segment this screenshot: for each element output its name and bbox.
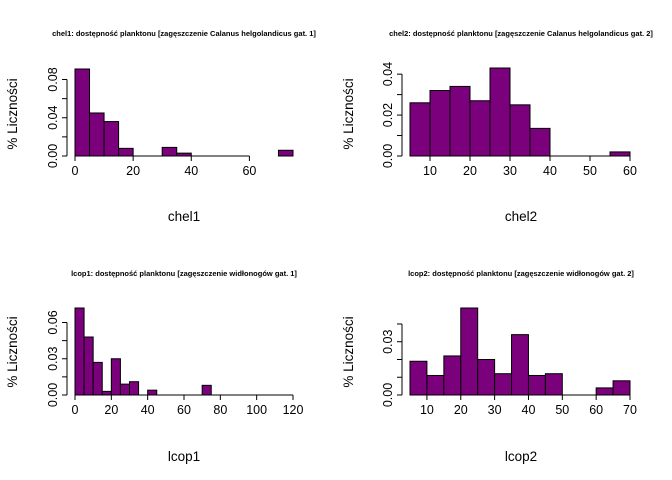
x-axis-label: chel1 [168, 209, 200, 224]
x-tick-label: 50 [583, 164, 597, 178]
bars [74, 307, 212, 396]
histogram-bar [460, 307, 479, 396]
x-tick-label: 10 [423, 164, 437, 178]
histogram-bar [527, 374, 546, 396]
histogram-bar [494, 373, 513, 396]
histogram-bar [147, 389, 158, 396]
x-tick-label: 20 [463, 164, 477, 178]
x-tick-label: 0 [72, 164, 79, 178]
histogram-bar [609, 151, 631, 157]
bars [409, 307, 631, 396]
x-tick-label: 60 [589, 403, 603, 417]
y-axis-label: % Liczności [5, 316, 20, 387]
x-tick-label: 20 [454, 403, 468, 417]
x-tick-label: 40 [543, 164, 557, 178]
histogram-bar [74, 307, 85, 396]
histogram-bar [201, 384, 212, 396]
x-tick-label: 0 [72, 403, 79, 417]
histogram-bar [429, 90, 451, 157]
x-tick-label: 100 [246, 403, 267, 417]
x-axis: 10 20 30 40 50 60 70 [420, 394, 637, 417]
x-tick-label: 20 [104, 403, 118, 417]
y-tick-label: 0.08 [46, 67, 60, 91]
panel-title: lcop2: dostępność planktonu [zagęszczeni… [408, 269, 634, 278]
y-axis: 0.00 0.03 0.06 [46, 310, 68, 407]
x-tick-label: 120 [283, 403, 304, 417]
panel-chel1: chel1: dostępność planktonu [zagęszczeni… [5, 29, 316, 224]
histogram-bar [83, 336, 94, 396]
x-axis-label: chel2 [505, 209, 537, 224]
histogram-bar [92, 361, 103, 396]
y-tick-label: 0.00 [46, 144, 60, 168]
histogram-bar [489, 67, 511, 157]
x-axis-label: lcop1 [168, 449, 200, 464]
y-axis: 0.00 0.02 0.04 [381, 62, 403, 168]
histogram-bar [544, 373, 563, 396]
histogram-bar [511, 334, 529, 396]
y-axis-label: % Liczności [341, 316, 356, 387]
x-tick-label: 70 [623, 403, 637, 417]
x-tick-label: 60 [242, 164, 256, 178]
x-tick-label: 60 [623, 164, 637, 178]
histogram-bar [101, 390, 112, 396]
y-axis-label: % Liczności [5, 78, 20, 149]
panel-title: chel2: dostępność planktonu [zagęszczeni… [389, 29, 653, 38]
histogram-bar [443, 355, 462, 396]
panel-lcop2: lcop2: dostępność planktonu [zagęszczeni… [341, 269, 637, 464]
x-tick-label: 60 [177, 403, 191, 417]
x-axis: 0 20 40 60 80 100 120 [72, 394, 304, 417]
bars [74, 68, 294, 157]
x-axis: 10 20 30 40 50 60 [423, 155, 637, 178]
panel-title: lcop1: dostępność planktonu [zagęszczeni… [71, 269, 297, 278]
y-axis: 0.00 0.04 0.08 [46, 67, 68, 168]
x-tick-label: 30 [488, 403, 502, 417]
histogram-bar [612, 380, 631, 396]
histogram-bar [277, 149, 294, 157]
panel-title: chel1: dostępność planktonu [zagęszczeni… [52, 29, 316, 38]
x-axis: 0 20 40 60 [72, 155, 256, 178]
panel-chel2: chel2: dostępność planktonu [zagęszczeni… [341, 29, 653, 224]
x-tick-label: 40 [522, 403, 536, 417]
x-tick-label: 20 [126, 164, 140, 178]
x-tick-label: 30 [503, 164, 517, 178]
x-tick-label: 80 [213, 403, 227, 417]
histogram-bar [409, 102, 431, 157]
histogram-bar [89, 112, 105, 157]
y-tick-label: 0.03 [46, 347, 60, 371]
histogram-bar [449, 85, 471, 157]
y-tick-label: 0.02 [381, 103, 395, 127]
y-tick-label: 0.03 [381, 330, 395, 354]
bars [409, 67, 631, 157]
histogram-bar [477, 358, 496, 396]
x-tick-label: 40 [141, 403, 155, 417]
histogram-bar [529, 127, 551, 157]
histogram-bar [509, 104, 531, 157]
histogram-bar [469, 100, 491, 157]
histogram-bar [426, 374, 445, 396]
y-tick-label: 0.00 [381, 144, 395, 168]
x-axis-label: lcop2 [505, 449, 537, 464]
histogram-bar [161, 146, 178, 157]
histogram-bar [119, 383, 130, 396]
histogram-bar [118, 147, 134, 157]
y-axis-label: % Liczności [341, 78, 356, 149]
y-axis: 0.00 0.03 [381, 323, 403, 407]
histogram-bar [74, 68, 91, 157]
x-tick-label: 50 [555, 403, 569, 417]
x-tick-label: 10 [420, 403, 434, 417]
y-tick-label: 0.04 [46, 106, 60, 130]
histogram-bar [409, 360, 428, 396]
panel-lcop1: lcop1: dostępność planktonu [zagęszczeni… [5, 269, 303, 464]
histogram-bar [103, 121, 120, 157]
histogram-bar [110, 358, 121, 396]
y-tick-label: 0.04 [381, 62, 395, 86]
histogram-bar [129, 381, 140, 396]
y-tick-label: 0.00 [46, 383, 60, 407]
x-tick-label: 40 [184, 164, 198, 178]
y-tick-label: 0.06 [46, 310, 60, 334]
y-tick-label: 0.00 [381, 383, 395, 407]
histogram-bar [595, 387, 614, 396]
